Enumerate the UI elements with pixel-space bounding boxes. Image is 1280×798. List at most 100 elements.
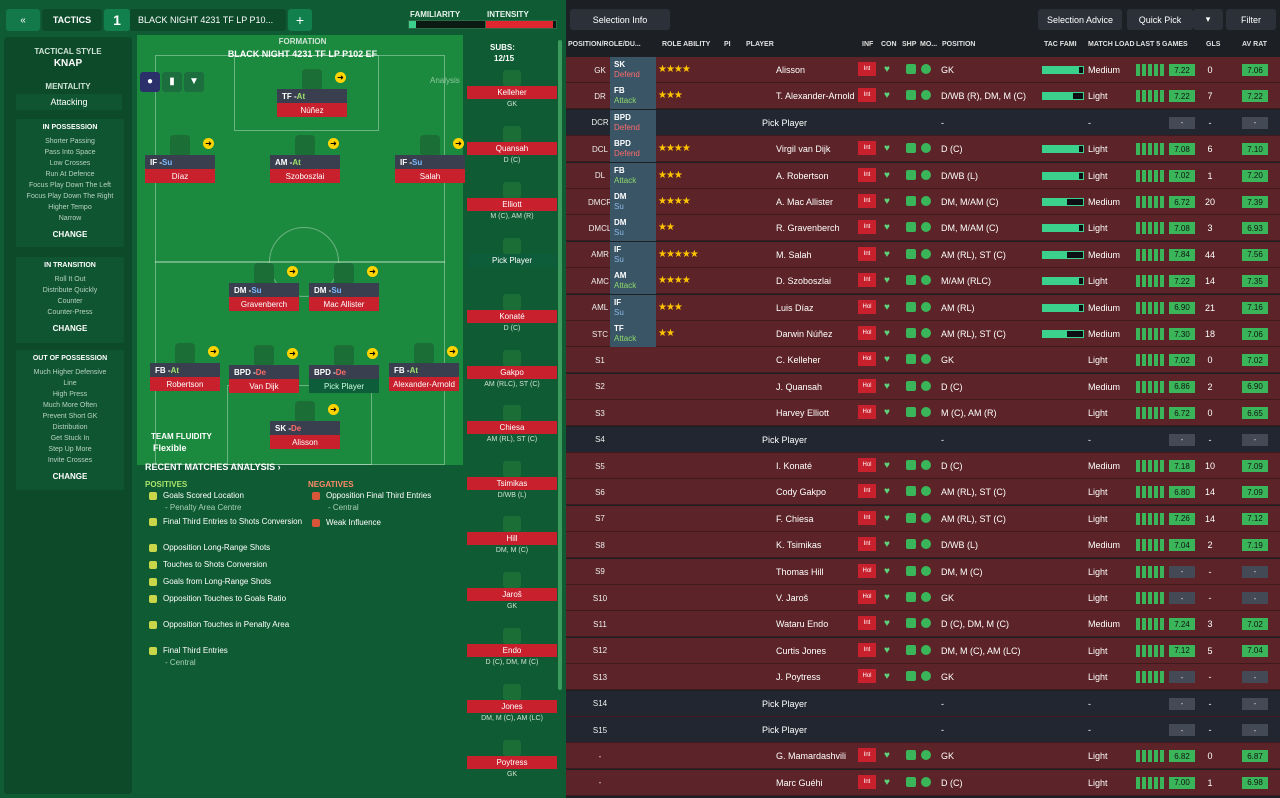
- sub-player-name[interactable]: Chiesa: [467, 421, 557, 434]
- player-name[interactable]: Darwin Núñez: [776, 329, 833, 339]
- column-header[interactable]: PI: [724, 41, 731, 48]
- pick-player-button[interactable]: Pick Player: [762, 117, 808, 128]
- role-duty[interactable]: FB Attack: [610, 83, 656, 110]
- tactic-slot-number[interactable]: 1: [104, 9, 130, 31]
- sub-player-name[interactable]: Kelleher: [467, 86, 557, 99]
- tactic-name-selector[interactable]: BLACK NIGHT 4231 TF LP P10...: [130, 9, 286, 31]
- position-role[interactable]: FB - At: [389, 363, 459, 377]
- table-row[interactable]: AMR IF Su ★★★★★ M. Salah Int ♥ AM (RL), ST (C) M…: [566, 241, 1280, 268]
- player-shirt-icon[interactable]: [334, 345, 354, 365]
- filter-dropdown[interactable]: Filter: [1226, 9, 1276, 30]
- pitch-player-name[interactable]: Alisson: [270, 435, 340, 449]
- player-name[interactable]: C. Kelleher: [776, 355, 821, 366]
- player-name[interactable]: I. Konaté: [776, 461, 813, 471]
- sub-slot[interactable]: Tsimikas D/WB (L): [467, 461, 557, 499]
- player-name[interactable]: A. Mac Allister: [776, 197, 834, 207]
- sub-player-name[interactable]: Quansah: [467, 142, 557, 155]
- table-row[interactable]: - G. Mamardashvili Int ♥ GK Light 6.82 0 6.87: [566, 743, 1280, 770]
- column-header[interactable]: MO...: [920, 41, 938, 48]
- player-name[interactable]: Virgil van Dijk: [776, 144, 831, 155]
- table-row[interactable]: S12 Curtis Jones Int ♥ DM, M (C), AM (LC) Lig…: [566, 637, 1280, 664]
- player-name[interactable]: Curtis Jones: [776, 645, 827, 656]
- table-row[interactable]: - Marc Guéhi Int ♥ D (C) Light 7.00 1 6.98: [566, 769, 1280, 796]
- sub-slot[interactable]: Gakpo AM (RLC), ST (C): [467, 350, 557, 388]
- position-role[interactable]: AM - At: [270, 155, 340, 169]
- table-row[interactable]: DL FB Attack ★★★ A. Robertson Int ♥ D/WB (L) Lig…: [566, 162, 1280, 189]
- pick-player-button[interactable]: Pick Player: [309, 379, 379, 393]
- column-header[interactable]: POSITION/ROLE/DU...: [568, 41, 641, 48]
- column-header[interactable]: ROLE ABILITY: [662, 41, 711, 48]
- player-shirt-icon[interactable]: [175, 343, 195, 363]
- role-duty[interactable]: IF Su: [610, 241, 656, 268]
- table-row[interactable]: S10 V. Jaroš Hol ♥ GK Light - - -: [566, 585, 1280, 611]
- pitch-player-name[interactable]: Mac Allister: [309, 297, 379, 311]
- role-duty[interactable]: DM Su: [610, 189, 656, 215]
- add-tactic-button[interactable]: +: [288, 9, 312, 31]
- table-row[interactable]: DMCL DM Su ★★ R. Gravenberch Int ♥ DM, M/AM (C)…: [566, 215, 1280, 242]
- info-icon[interactable]: ●: [140, 72, 160, 92]
- table-row[interactable]: S9 Thomas Hill Hol ♥ DM, M (C) Light - - -: [566, 558, 1280, 585]
- column-header[interactable]: AV RAT: [1242, 41, 1268, 48]
- role-duty[interactable]: SK Defend: [610, 57, 656, 83]
- column-header[interactable]: SHP: [902, 41, 917, 48]
- player-name[interactable]: G. Mamardashvili: [776, 751, 847, 762]
- sub-slot[interactable]: Konaté D (C): [467, 294, 557, 332]
- change-oop-button[interactable]: CHANGE: [52, 472, 88, 481]
- pitch-player-name[interactable]: Díaz: [145, 169, 215, 183]
- recent-matches-analysis-link[interactable]: RECENT MATCHES ANALYSIS ›: [145, 462, 281, 472]
- table-row[interactable]: AML IF Su ★★★ Luis Díaz Hol ♥ AM (RL) Medium 6.90…: [566, 294, 1280, 321]
- pitch-player-name[interactable]: Salah: [395, 169, 465, 183]
- sub-slot[interactable]: Hill DM, M (C): [467, 516, 557, 554]
- player-name[interactable]: A. Robertson: [776, 170, 829, 181]
- pitch-player-name[interactable]: Gravenberch: [229, 297, 299, 311]
- formation-name[interactable]: BLACK NIGHT 4231 TF LP P102 EF: [227, 49, 378, 59]
- selection-info-dropdown[interactable]: Selection Info: [570, 9, 670, 30]
- column-header[interactable]: PLAYER: [746, 41, 774, 48]
- role-duty[interactable]: DM Su: [610, 215, 656, 242]
- sub-slot[interactable]: Chiesa AM (RL), ST (C): [467, 405, 557, 443]
- player-name[interactable]: T. Alexander-Arnold: [776, 91, 855, 102]
- position-role[interactable]: TF - At: [277, 89, 347, 103]
- player-shirt-icon[interactable]: [295, 135, 315, 155]
- table-row[interactable]: STC TF Attack ★★ Darwin Núñez Hol ♥ AM (RL), ST…: [566, 321, 1280, 347]
- table-row[interactable]: S6 Cody Gakpo Int ♥ AM (RL), ST (C) Light 6.80…: [566, 479, 1280, 506]
- table-row[interactable]: DCR BPD Defend Pick Player - - - - -: [566, 109, 1280, 136]
- player-shirt-icon[interactable]: [414, 343, 434, 363]
- role-duty[interactable]: FB Attack: [610, 162, 656, 189]
- player-name[interactable]: F. Chiesa: [776, 513, 814, 524]
- sub-player-name[interactable]: Gakpo: [467, 366, 557, 379]
- analysis-toggle[interactable]: Analysis: [430, 76, 460, 85]
- pick-player-button[interactable]: Pick Player: [762, 698, 808, 709]
- pitch-player-name[interactable]: Alexander-Arnold: [389, 377, 459, 391]
- pick-player-button[interactable]: Pick Player: [762, 725, 808, 735]
- pitch-player-name[interactable]: Szoboszlai: [270, 169, 340, 183]
- player-name[interactable]: Luis Díaz: [776, 302, 814, 313]
- sub-slot[interactable]: Jaroš GK: [467, 572, 557, 610]
- column-header[interactable]: LAST 5 GAMES: [1136, 41, 1188, 48]
- sub-player-name[interactable]: Jaroš: [467, 588, 557, 601]
- sub-player-name[interactable]: Jones: [467, 700, 557, 713]
- table-row[interactable]: AMC AM Attack ★★★★ D. Szoboszlai Int ♥ M/AM (RL…: [566, 268, 1280, 295]
- pick-player-button[interactable]: Pick Player: [467, 254, 557, 267]
- player-name[interactable]: Thomas Hill: [776, 566, 824, 577]
- sub-slot[interactable]: Poytress GK: [467, 740, 557, 778]
- table-row[interactable]: S4 Pick Player - - - - -: [566, 426, 1280, 453]
- sub-player-name[interactable]: Endo: [467, 644, 557, 657]
- player-name[interactable]: Wataru Endo: [776, 619, 829, 630]
- pitch-player-name[interactable]: Robertson: [150, 377, 220, 391]
- column-header[interactable]: TAC FAMI: [1044, 41, 1077, 48]
- position-role[interactable]: DM - Su: [309, 283, 379, 297]
- scrollbar[interactable]: [558, 40, 562, 690]
- tactics-tab[interactable]: TACTICS: [42, 9, 102, 31]
- sub-player-name[interactable]: Tsimikas: [467, 477, 557, 490]
- pitch-player-name[interactable]: Van Dijk: [229, 379, 299, 393]
- table-row[interactable]: S7 F. Chiesa Int ♥ AM (RL), ST (C) Light 7.26 1…: [566, 505, 1280, 532]
- role-duty[interactable]: BPD Defend: [610, 136, 656, 163]
- table-row[interactable]: S3 Harvey Elliott Hol ♥ M (C), AM (R) Light 6.…: [566, 400, 1280, 427]
- sub-slot[interactable]: Jones DM, M (C), AM (LC): [467, 684, 557, 722]
- bar-chart-icon[interactable]: ▮: [162, 72, 182, 92]
- sub-slot[interactable]: Elliott M (C), AM (R): [467, 182, 557, 220]
- table-row[interactable]: DCL BPD Defend ★★★★ Virgil van Dijk Int ♥ D (C)…: [566, 136, 1280, 163]
- player-shirt-icon[interactable]: [420, 135, 440, 155]
- position-role[interactable]: IF - Su: [395, 155, 465, 169]
